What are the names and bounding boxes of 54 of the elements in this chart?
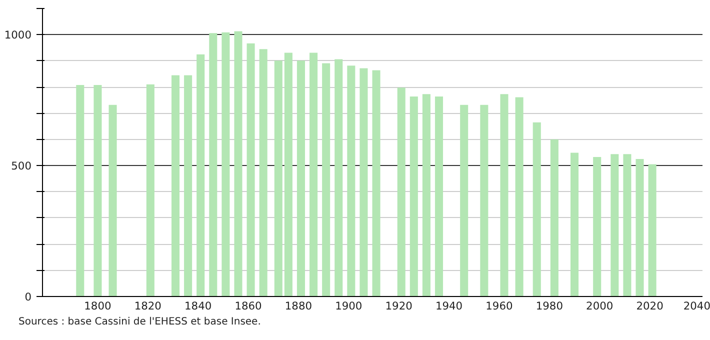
- x-tick-label: 1960: [486, 300, 514, 312]
- bar: [284, 52, 292, 296]
- source-note: Sources : base Cassini de l'EHESS et base Insee.: [18, 316, 261, 328]
- bar: [108, 104, 117, 296]
- x-tick-label: 1840: [184, 300, 212, 312]
- bar: [623, 154, 632, 296]
- bar: [610, 154, 619, 296]
- bar: [234, 31, 242, 296]
- bar: [480, 104, 488, 296]
- bar: [434, 96, 444, 296]
- bar: [296, 60, 305, 296]
- bar: [222, 32, 230, 296]
- bar: [246, 43, 255, 296]
- bar: [347, 66, 356, 296]
- bar: [397, 88, 406, 296]
- x-tick-label: 1820: [134, 300, 162, 312]
- x-tick-label: 1900: [335, 300, 362, 312]
- x-tick-label: 1880: [284, 300, 312, 312]
- x-tick-label: 1860: [234, 300, 262, 312]
- bar: [532, 122, 541, 296]
- bar: [259, 49, 268, 296]
- bar: [184, 75, 192, 296]
- bar: [360, 68, 368, 296]
- bar: [196, 54, 205, 296]
- bar: [274, 60, 282, 296]
- bar: [76, 84, 84, 296]
- x-tick-label: 2040: [683, 300, 710, 312]
- y-tick-label: 500: [11, 160, 32, 173]
- bar: [500, 94, 508, 296]
- x-tick-label: 1940: [435, 300, 463, 312]
- bar: [593, 156, 602, 296]
- bar: [550, 139, 558, 296]
- bar: [94, 84, 102, 296]
- bar: [515, 97, 524, 296]
- bar: [209, 33, 218, 296]
- bar: [322, 63, 330, 296]
- bar: [648, 164, 656, 296]
- y-tick-label: 0: [24, 290, 32, 304]
- bar: [146, 84, 154, 296]
- x-tick-label: 1920: [385, 300, 413, 312]
- x-tick-label: 2000: [586, 300, 614, 312]
- bar: [570, 152, 579, 296]
- x-tick-label: 1800: [84, 300, 112, 312]
- bar: [422, 94, 430, 296]
- x-tick-label: 2020: [636, 300, 664, 312]
- bar: [636, 159, 644, 296]
- bar: [410, 96, 418, 296]
- bar: [171, 75, 180, 296]
- bar: [372, 70, 380, 296]
- x-tick-label: 1980: [536, 300, 564, 312]
- bar: [310, 52, 318, 296]
- y-tick-label: 1000: [4, 28, 32, 42]
- bar: [334, 59, 343, 296]
- bar: [460, 104, 468, 296]
